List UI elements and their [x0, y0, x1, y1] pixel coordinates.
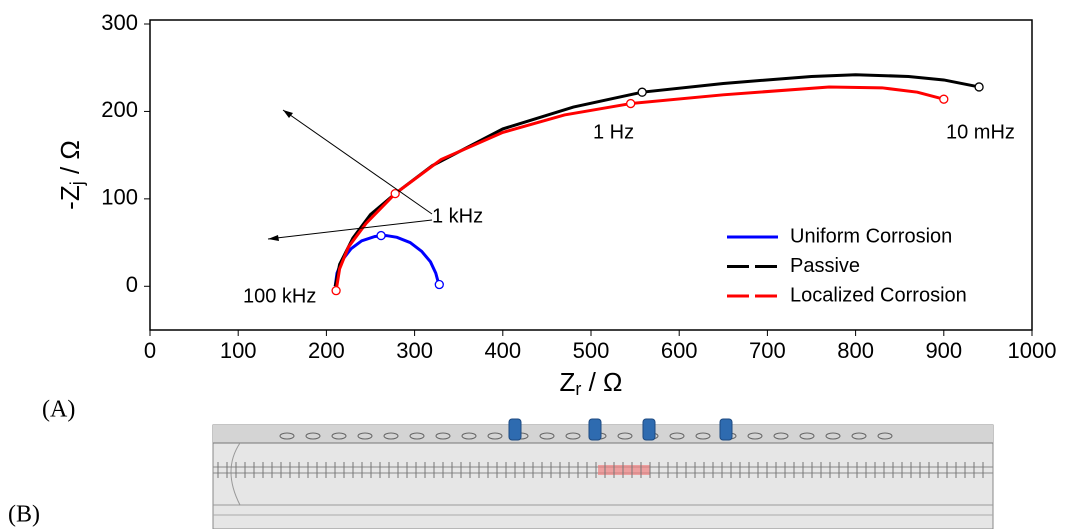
sensor-ring	[383, 432, 399, 440]
arrow-head	[268, 235, 279, 241]
x-tick-label: 500	[573, 338, 610, 363]
y-label-rest: / Ω	[55, 140, 85, 181]
sensor-ring	[435, 432, 451, 440]
electrode	[642, 418, 656, 441]
x-tick-label: 800	[837, 338, 874, 363]
marker	[331, 286, 341, 296]
sensor-ring	[851, 432, 867, 440]
sensor-ring	[825, 432, 841, 440]
x-tick-label: 200	[308, 338, 345, 363]
marker	[434, 279, 444, 290]
y-label-sub: j	[67, 181, 87, 186]
arrow	[267, 219, 433, 240]
x-tick-label: 100	[220, 338, 257, 363]
sensor-ring	[461, 432, 477, 440]
pipe-top	[213, 425, 993, 443]
y-tick-label: 200	[101, 97, 138, 122]
y-label-main: -Z	[55, 185, 85, 210]
pipe-schematic	[212, 418, 994, 529]
x-label-main: Z	[560, 367, 576, 397]
x-tick-label: 400	[484, 338, 521, 363]
annotation: 10 mHz	[946, 121, 1015, 143]
sensor-ring	[695, 432, 711, 440]
y-axis-label: -Zj / Ω	[55, 140, 87, 210]
series-line	[333, 73, 980, 287]
sensor-ring	[617, 432, 633, 440]
sensor-ring	[565, 432, 581, 440]
marker	[626, 98, 636, 109]
sensor-ring	[487, 432, 503, 440]
y-tick-label: 0	[126, 272, 138, 297]
annotation: 100 kHz	[243, 285, 316, 307]
y-tick-label: 300	[101, 10, 138, 35]
panel-label: (B)	[8, 502, 40, 528]
panel-label: (A)	[42, 397, 75, 423]
marker	[390, 188, 400, 199]
series-line	[334, 85, 945, 291]
electrode	[588, 418, 602, 441]
sensor-ring	[799, 432, 815, 440]
annotation: 1 kHz	[432, 205, 483, 227]
marker	[974, 82, 984, 92]
x-label-sub: r	[575, 379, 581, 399]
electrode	[508, 418, 522, 441]
marker	[637, 87, 647, 97]
x-label-rest: / Ω	[581, 367, 622, 397]
sensor-ring	[331, 432, 347, 440]
sensor-ring	[773, 432, 789, 440]
arrow-head	[283, 110, 293, 118]
sensor-ring	[669, 432, 685, 440]
marker	[939, 94, 949, 104]
annotation: 1 Hz	[593, 121, 634, 143]
sensor-ring	[539, 432, 555, 440]
sensor-ring	[747, 432, 763, 440]
defect	[598, 465, 650, 475]
x-tick-label: 900	[925, 338, 962, 363]
arrow	[282, 109, 433, 215]
legend-label: Localized Corrosion	[790, 284, 967, 306]
sensor-ring	[357, 432, 373, 440]
x-tick-label: 0	[144, 338, 156, 363]
marker	[376, 230, 386, 241]
sensor-ring	[409, 432, 425, 440]
pipe-end	[230, 442, 241, 506]
x-tick-label: 600	[661, 338, 698, 363]
electrode	[719, 418, 733, 441]
x-tick-label: 300	[396, 338, 433, 363]
sensor-ring	[305, 432, 321, 440]
x-axis-label: Zr / Ω	[560, 367, 623, 399]
sensor-ring	[279, 432, 295, 440]
legend-label: Uniform Corrosion	[790, 225, 952, 247]
sensor-ring	[877, 432, 893, 440]
x-tick-label: 1000	[1008, 338, 1057, 363]
y-tick-label: 100	[101, 185, 138, 210]
x-tick-label: 700	[749, 338, 786, 363]
legend-label: Passive	[790, 255, 860, 277]
